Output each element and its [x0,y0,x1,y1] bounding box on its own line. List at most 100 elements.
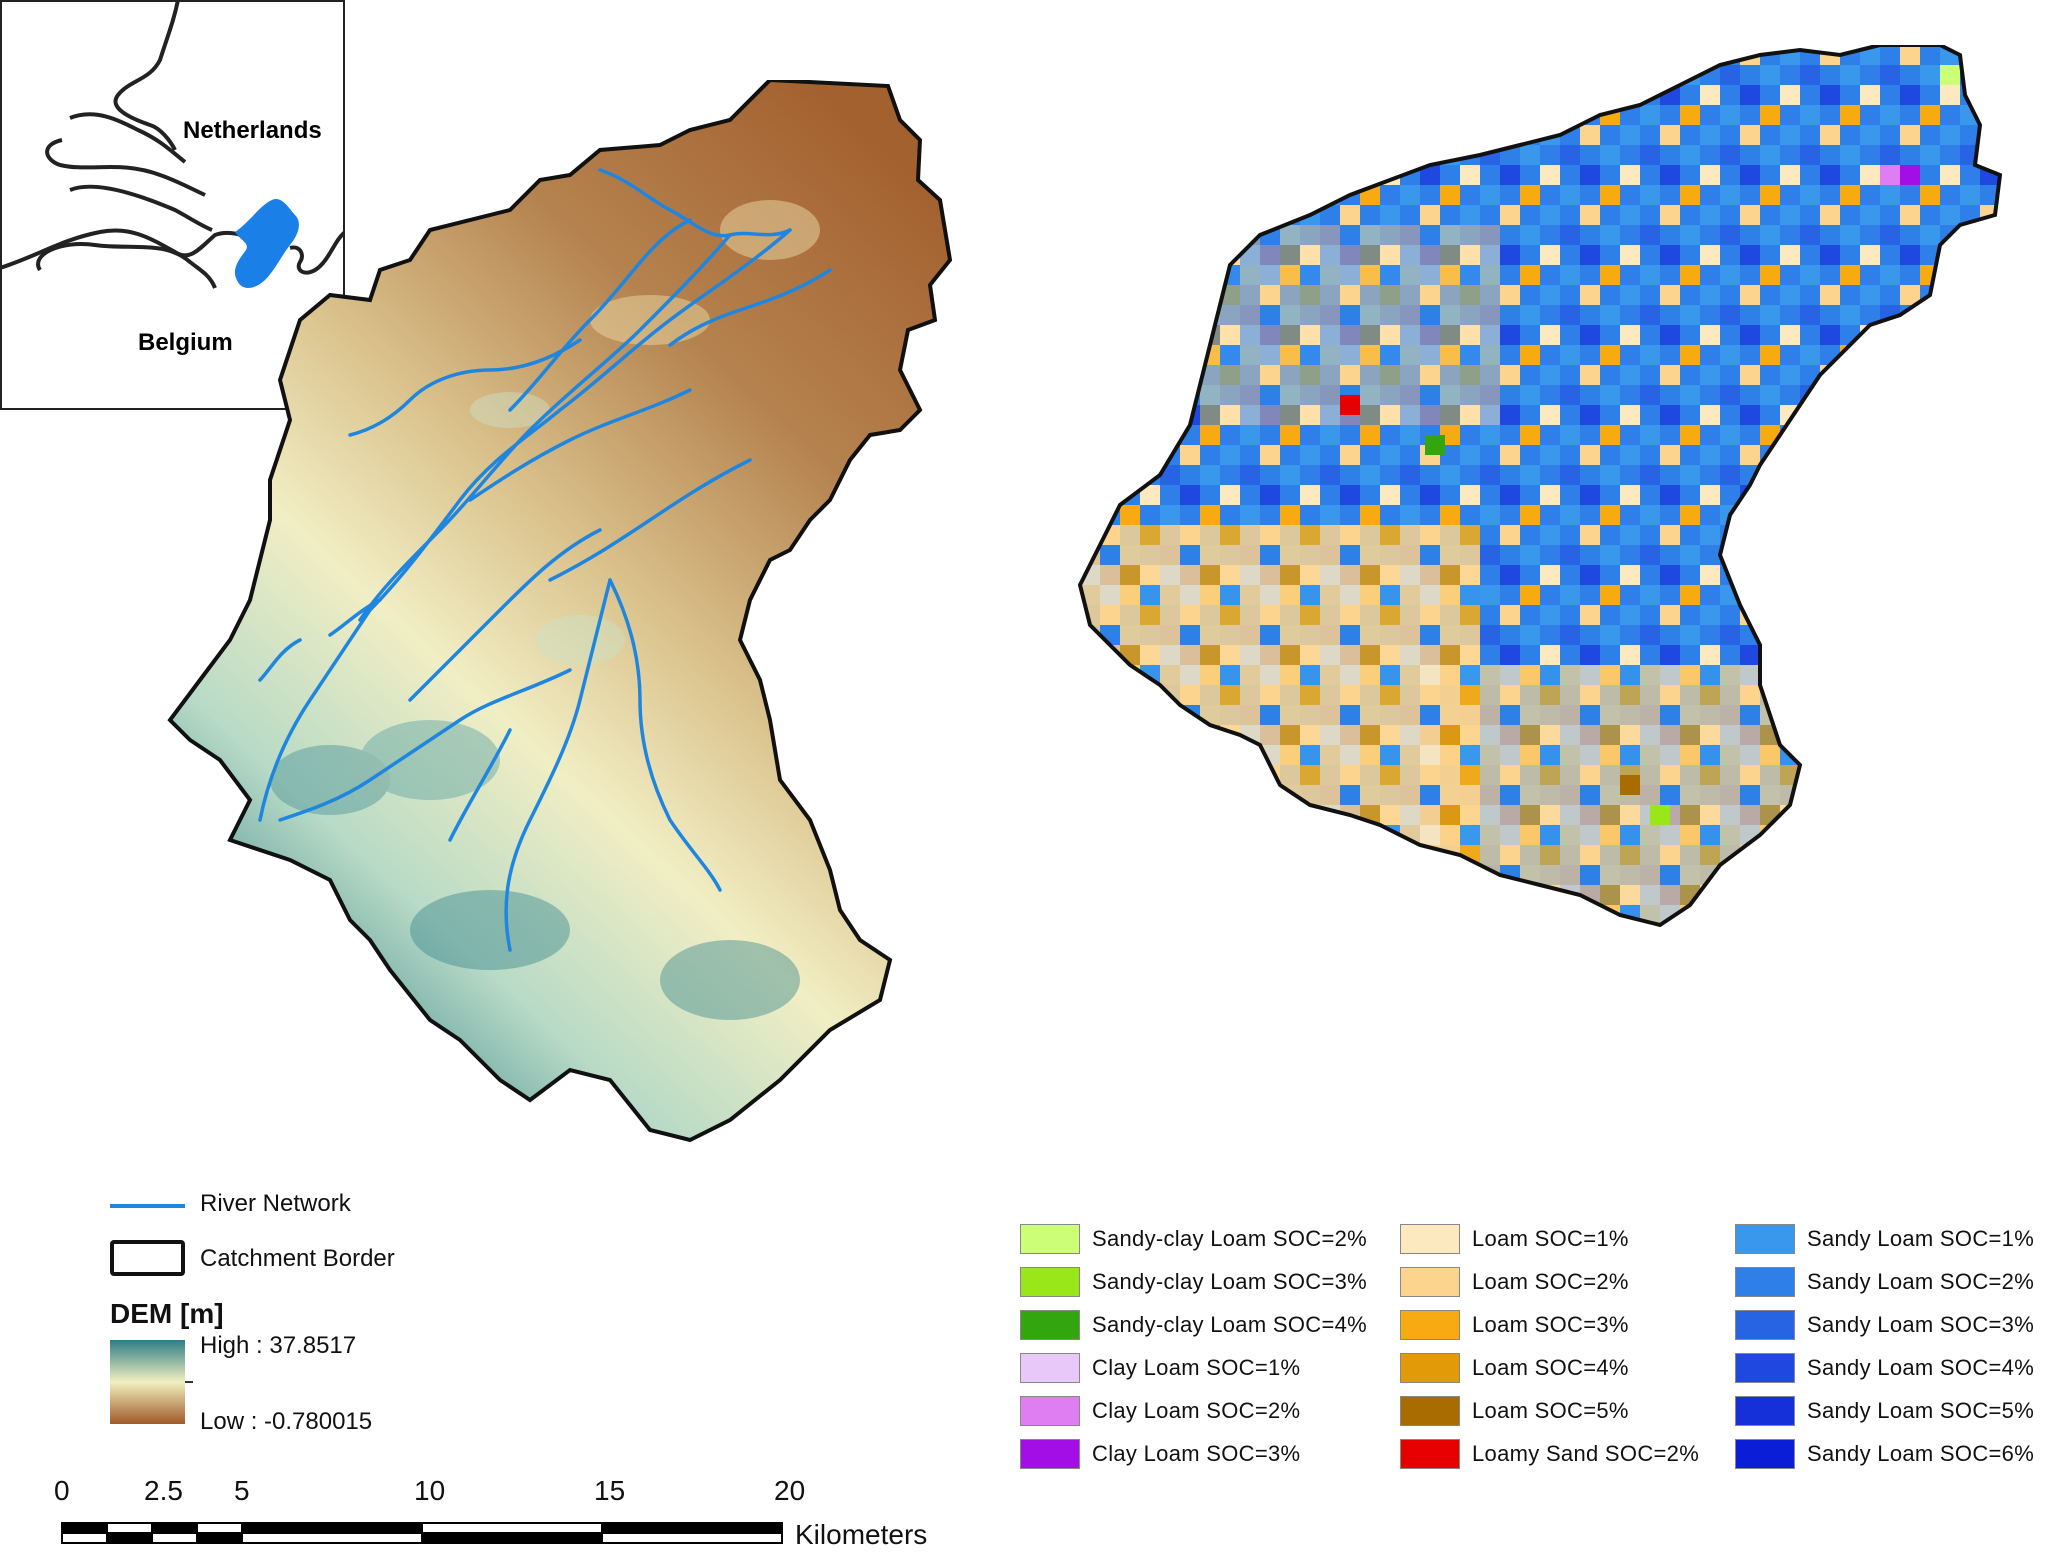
dem-legend: River Network Catchment Border DEM [m] H… [110,1190,470,1450]
soil-legend-swatch [1400,1224,1460,1254]
soil-legend-label: Loam SOC=5% [1472,1398,1629,1423]
catchment-border-legend-swatch [110,1240,185,1276]
soil-legend-entry: Clay Loam SOC=2% [1020,1394,1300,1428]
soil-legend-swatch [1735,1267,1795,1297]
soil-legend-entry: Loam SOC=1% [1400,1222,1629,1256]
soil-legend-swatch [1400,1353,1460,1383]
scale-bar-segment [196,1522,243,1534]
soil-legend-entry: Sandy-clay Loam SOC=3% [1020,1265,1367,1299]
soil-legend-label: Sandy-clay Loam SOC=4% [1092,1312,1368,1337]
soil-legend-label: Sandy Loam SOC=1% [1807,1226,2035,1251]
scale-bar-segment [421,1532,603,1544]
dem-high-label: High : 37.8517 [200,1332,357,1359]
catchment-border-soil [1077,45,2003,928]
soil-legend-entry: Sandy-clay Loam SOC=2% [1020,1222,1367,1256]
dem-low-label: Low : -0.780015 [200,1408,373,1435]
soil-legend-swatch [1020,1224,1080,1254]
catchment-border-legend-label: Catchment Border [200,1245,395,1272]
dem-raster [170,80,950,1140]
soil-legend-entry: Loam SOC=3% [1400,1308,1629,1342]
scale-bar-tick-label: 15 [594,1475,626,1506]
scale-bar-segment [151,1522,198,1534]
soil-legend-swatch [1400,1439,1460,1469]
soil-legend-entry: Loam SOC=2% [1400,1265,1629,1299]
scale-bar-tick-label: 2.5 [144,1475,183,1506]
scale-bar-segment [196,1532,243,1544]
soil-legend-swatch [1020,1439,1080,1469]
belgium-label: Belgium [138,329,233,356]
soil-raster [1080,45,2000,925]
soil-legend-swatch [1735,1396,1795,1426]
soil-legend-entry: Sandy-clay Loam SOC=4% [1020,1308,1367,1342]
coastline-outlines [0,0,345,289]
scale-bar-segment [421,1522,603,1534]
soil-legend-label: Sandy Loam SOC=4% [1807,1355,2035,1380]
soil-legend-label: Clay Loam SOC=2% [1092,1398,1301,1423]
scale-bar-segment [601,1532,783,1544]
soil-legend-entry: Clay Loam SOC=1% [1020,1351,1300,1385]
soil-legend-entry: Loamy Sand SOC=2% [1400,1437,1699,1471]
scale-bar-segment [601,1522,783,1534]
soil-legend-label: Sandy Loam SOC=5% [1807,1398,2035,1423]
soil-legend-entry: Sandy Loam SOC=3% [1735,1308,2034,1342]
soil-map [1077,45,2003,928]
dem-map [167,80,953,1143]
soil-legend-entry: Loam SOC=5% [1400,1394,1629,1428]
soil-legend-label: Clay Loam SOC=3% [1092,1441,1301,1466]
soil-legend-label: Loam SOC=1% [1472,1226,1629,1251]
scale-bar-segment [241,1532,423,1544]
soil-legend-entry: Sandy Loam SOC=6% [1735,1437,2034,1471]
soil-legend-swatch [1400,1267,1460,1297]
dem-legend-title: DEM [m] [110,1298,224,1329]
river-network [258,168,832,952]
soil-legend-entry: Loam SOC=4% [1400,1351,1629,1385]
soil-legend-label: Sandy-clay Loam SOC=2% [1092,1226,1368,1251]
scale-bar-segment [151,1532,198,1544]
scale-bar-segment [241,1522,423,1534]
inset-locator-map: Netherlands Belgium [0,0,345,410]
soil-legend-swatch [1020,1310,1080,1340]
soil-legend-label: Loam SOC=3% [1472,1312,1629,1337]
soil-legend-label: Sandy Loam SOC=3% [1807,1312,2035,1337]
scale-bar-segment [61,1532,108,1544]
river-network-legend-label: River Network [200,1190,351,1217]
soil-legend-swatch [1020,1353,1080,1383]
catchment-border-dem [167,80,953,1143]
scale-bar-tick-label: 10 [414,1475,446,1506]
scale-bar-segment [106,1522,153,1534]
soil-legend-entry: Sandy Loam SOC=4% [1735,1351,2034,1385]
soil-legend-entry: Sandy Loam SOC=5% [1735,1394,2034,1428]
soil-legend-swatch [1020,1267,1080,1297]
soil-legend-swatch [1735,1310,1795,1340]
scale-bar-tick-label: 5 [234,1475,250,1506]
scale-bar-segment [106,1532,153,1544]
soil-legend-label: Loamy Sand SOC=2% [1472,1441,1700,1466]
river-network-legend-line [110,1204,185,1208]
dem-colorbar [110,1340,185,1424]
soil-legend-swatch [1400,1396,1460,1426]
scale-bar-segments [61,1522,783,1544]
western-scheldt-water [234,198,299,289]
soil-legend-swatch [1735,1353,1795,1383]
soil-legend-swatch [1400,1310,1460,1340]
inset-frame [0,0,345,410]
soil-legend-swatch [1735,1224,1795,1254]
netherlands-label: Netherlands [183,117,322,144]
soil-legend-entry: Sandy Loam SOC=2% [1735,1265,2034,1299]
soil-legend-label: Sandy-clay Loam SOC=3% [1092,1269,1368,1294]
scale-bar-segment [61,1522,108,1534]
soil-legend-swatch [1735,1439,1795,1469]
soil-legend-entry: Sandy Loam SOC=1% [1735,1222,2034,1256]
scale-bar-graphic [61,1522,783,1544]
soil-legend-label: Sandy Loam SOC=2% [1807,1269,2035,1294]
soil-legend: Sandy-clay Loam SOC=2% Sandy-clay Loam SO… [1020,1222,2050,1492]
soil-legend-label: Sandy Loam SOC=6% [1807,1441,2035,1466]
soil-legend-swatch [1020,1396,1080,1426]
scale-bar-tick-label: 20 [774,1475,806,1506]
scale-bar-tick-label: 0 [54,1475,70,1506]
scale-bar-unit-label: Kilometers [795,1519,928,1550]
soil-legend-entry: Clay Loam SOC=3% [1020,1437,1300,1471]
soil-legend-label: Loam SOC=2% [1472,1269,1629,1294]
soil-legend-label: Loam SOC=4% [1472,1355,1629,1380]
dem-colorbar-mid-tick [185,1381,193,1383]
